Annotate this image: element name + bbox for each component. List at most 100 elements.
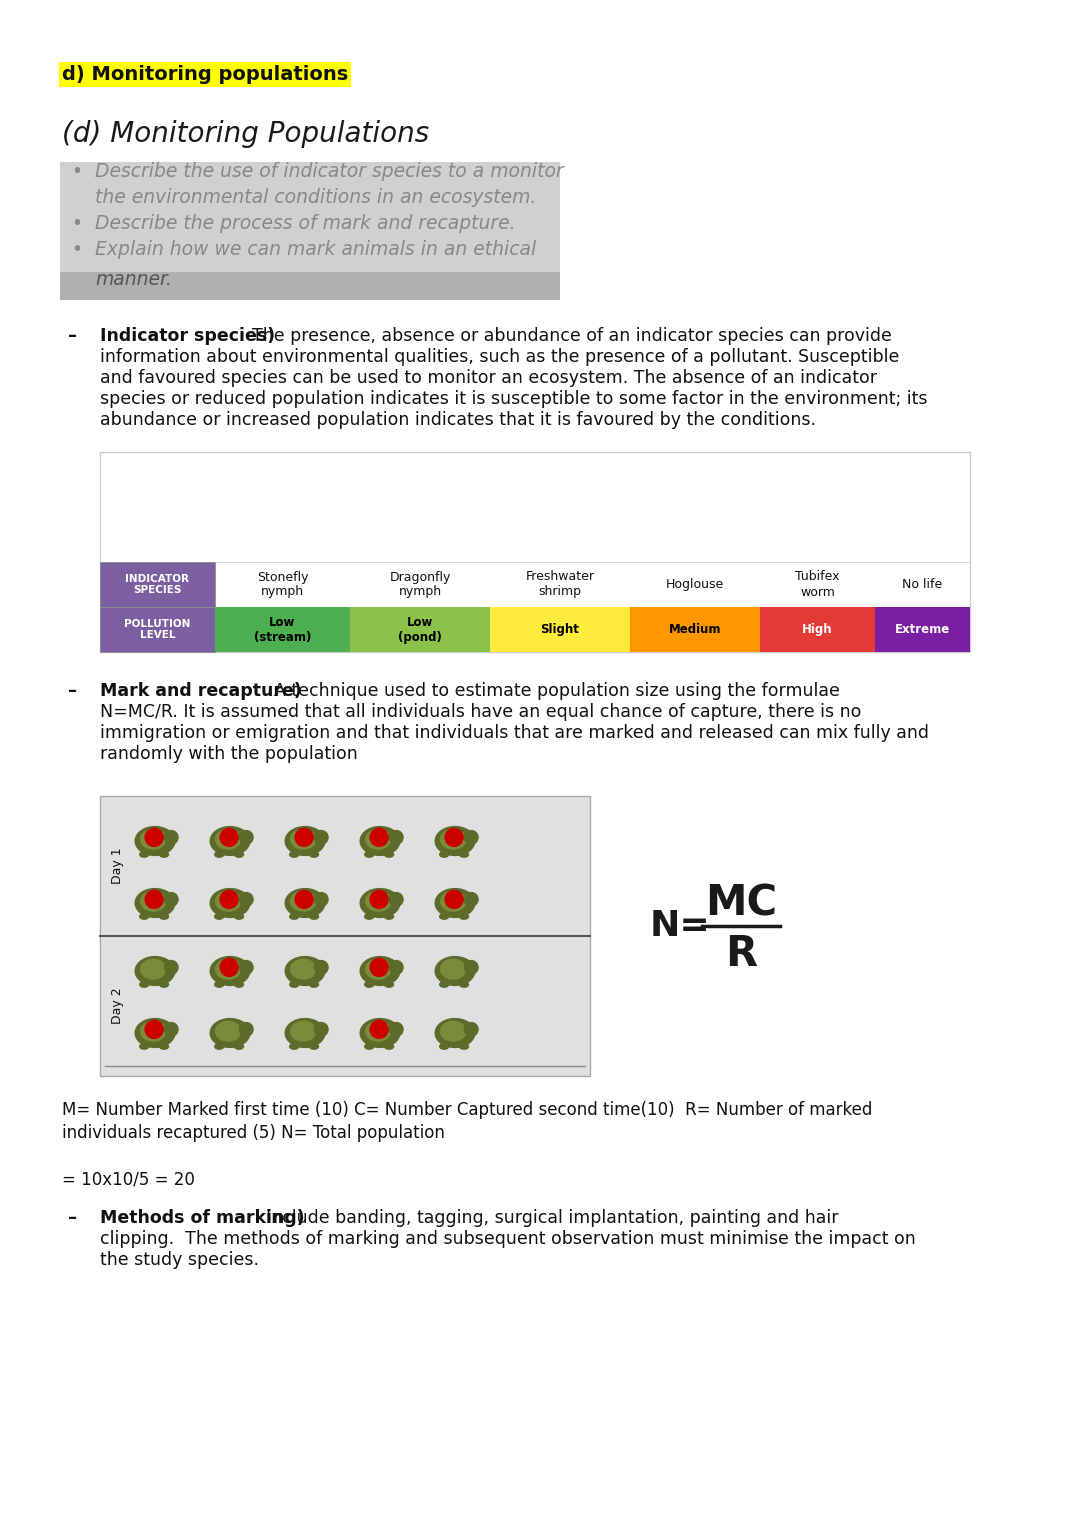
Text: Tubifex
worm: Tubifex worm [795, 570, 840, 598]
Circle shape [295, 828, 313, 846]
Ellipse shape [234, 913, 243, 920]
Ellipse shape [215, 1043, 224, 1049]
Ellipse shape [160, 913, 168, 920]
Text: –: – [68, 326, 77, 345]
Ellipse shape [135, 1019, 175, 1048]
Text: the environmental conditions in an ecosystem.: the environmental conditions in an ecosy… [95, 188, 537, 207]
Bar [350, 607, 490, 653]
Text: Methods of marking): Methods of marking) [100, 1209, 305, 1228]
Text: MC: MC [705, 883, 778, 926]
Ellipse shape [216, 1022, 241, 1042]
Circle shape [445, 891, 463, 909]
Circle shape [220, 828, 238, 846]
Ellipse shape [234, 852, 243, 857]
Ellipse shape [310, 982, 319, 987]
Ellipse shape [310, 1043, 319, 1049]
Circle shape [220, 891, 238, 909]
Ellipse shape [216, 891, 241, 910]
Ellipse shape [310, 852, 319, 857]
Bar [875, 607, 970, 653]
Text: The presence, absence or abundance of an indicator species can provide: The presence, absence or abundance of an… [252, 326, 892, 345]
Circle shape [240, 1023, 253, 1037]
Circle shape [145, 1020, 163, 1039]
Circle shape [314, 892, 328, 906]
Bar [490, 607, 630, 653]
Bar [215, 607, 350, 653]
Circle shape [240, 892, 253, 906]
Text: Hoglouse: Hoglouse [666, 578, 724, 592]
Ellipse shape [139, 913, 149, 920]
Ellipse shape [135, 889, 175, 918]
Ellipse shape [160, 852, 168, 857]
Ellipse shape [384, 913, 393, 920]
Ellipse shape [361, 956, 400, 985]
Bar [60, 162, 561, 274]
Text: and favoured species can be used to monitor an ecosystem. The absence of an indi: and favoured species can be used to moni… [100, 369, 877, 387]
Text: the study species.: the study species. [100, 1250, 259, 1269]
Circle shape [145, 891, 163, 909]
Text: species or reduced population indicates it is susceptible to some factor in the : species or reduced population indicates … [100, 390, 928, 409]
Ellipse shape [384, 982, 393, 987]
Text: randomly with the population: randomly with the population [100, 746, 357, 762]
Text: Day 1: Day 1 [111, 848, 124, 884]
Circle shape [464, 1023, 478, 1037]
Text: = 10x10/5 = 20: = 10x10/5 = 20 [62, 1170, 194, 1188]
Text: individuals recaptured (5) N= Total population: individuals recaptured (5) N= Total popu… [62, 1124, 445, 1142]
Ellipse shape [160, 982, 168, 987]
Ellipse shape [365, 1043, 374, 1049]
Ellipse shape [216, 830, 241, 849]
Ellipse shape [285, 1019, 325, 1048]
Ellipse shape [285, 956, 325, 985]
Text: High: High [802, 624, 833, 636]
Circle shape [464, 831, 478, 845]
Text: Day 2: Day 2 [111, 988, 124, 1025]
Text: Indicator species): Indicator species) [100, 326, 275, 345]
Circle shape [295, 891, 313, 909]
Ellipse shape [289, 1043, 299, 1049]
Text: R: R [725, 933, 757, 974]
Ellipse shape [291, 891, 315, 910]
Text: (d) Monitoring Populations: (d) Monitoring Populations [62, 120, 429, 148]
Ellipse shape [216, 959, 241, 979]
Ellipse shape [291, 959, 315, 979]
Text: –: – [68, 1209, 77, 1228]
Text: information about environmental qualities, such as the presence of a pollutant. : information about environmental qualitie… [100, 348, 900, 366]
Circle shape [164, 961, 178, 974]
Ellipse shape [365, 982, 374, 987]
Circle shape [390, 892, 403, 906]
Ellipse shape [211, 827, 249, 856]
Text: abundance or increased population indicates that it is favoured by the condition: abundance or increased population indica… [100, 412, 816, 429]
Ellipse shape [140, 1022, 166, 1042]
Ellipse shape [285, 827, 325, 856]
Text: Include banding, tagging, surgical implantation, painting and hair: Include banding, tagging, surgical impla… [266, 1209, 838, 1228]
Ellipse shape [211, 889, 249, 918]
Text: No life: No life [903, 578, 943, 592]
Ellipse shape [140, 959, 166, 979]
Ellipse shape [384, 1043, 393, 1049]
Ellipse shape [234, 982, 243, 987]
Ellipse shape [291, 830, 315, 849]
Circle shape [390, 961, 403, 974]
Ellipse shape [435, 1019, 475, 1048]
Ellipse shape [441, 1022, 465, 1042]
Circle shape [464, 892, 478, 906]
Ellipse shape [440, 982, 448, 987]
Circle shape [390, 1023, 403, 1037]
Text: Slight: Slight [541, 624, 580, 636]
Circle shape [314, 1023, 328, 1037]
Circle shape [445, 828, 463, 846]
Ellipse shape [366, 1022, 391, 1042]
Ellipse shape [440, 1043, 448, 1049]
Bar [100, 451, 970, 653]
Text: –: – [68, 682, 77, 700]
Circle shape [164, 892, 178, 906]
Ellipse shape [135, 827, 175, 856]
Ellipse shape [139, 982, 149, 987]
Bar [60, 271, 561, 300]
Ellipse shape [440, 852, 448, 857]
Text: A technique used to estimate population size using the formulae: A technique used to estimate population … [274, 682, 840, 700]
Ellipse shape [435, 827, 475, 856]
Circle shape [370, 1020, 388, 1039]
Ellipse shape [215, 913, 224, 920]
Circle shape [314, 831, 328, 845]
